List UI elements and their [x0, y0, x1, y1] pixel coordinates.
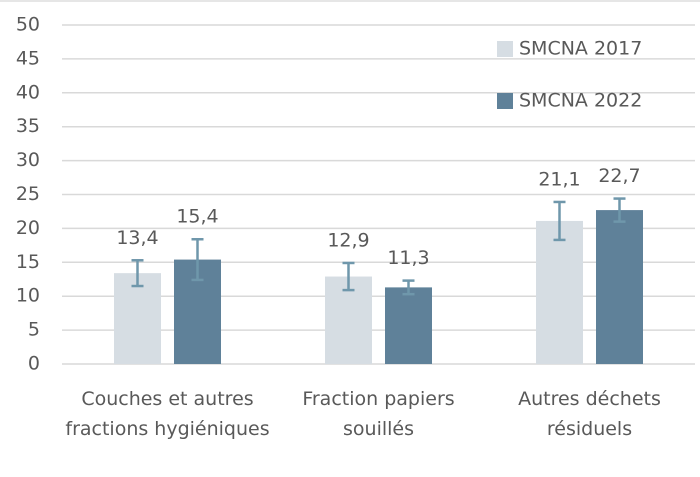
x-tick-label: Autres déchets résiduels	[518, 388, 661, 440]
bar	[114, 273, 161, 364]
error-bar	[342, 261, 355, 292]
y-tick-label: 0	[28, 353, 40, 375]
legend-label: SMCNA 2022	[519, 90, 642, 112]
bar	[596, 210, 643, 364]
y-tick-label: 5	[28, 319, 40, 341]
y-tick-label: 45	[16, 47, 40, 69]
legend-label: SMCNA 2017	[519, 38, 642, 60]
data-label: 13,4	[116, 227, 158, 249]
y-tick-label: 50	[16, 14, 40, 36]
y-tick-label: 30	[16, 149, 40, 171]
y-tick-label: 40	[16, 81, 40, 103]
y-tick-label: 25	[16, 183, 40, 205]
data-label: 15,4	[176, 206, 218, 228]
y-tick-label: 10	[16, 285, 40, 307]
legend-swatch	[497, 93, 513, 109]
bar	[536, 220, 583, 364]
error-bar	[402, 279, 415, 296]
data-label: 11,3	[387, 247, 429, 269]
data-label: 22,7	[598, 165, 640, 187]
error-bar	[613, 197, 626, 223]
data-label: 12,9	[327, 229, 369, 251]
bar	[385, 287, 432, 364]
y-tick-label: 20	[16, 217, 40, 239]
x-tick-label: Fraction papiers souillés	[302, 388, 455, 440]
y-tick-label: 35	[16, 115, 40, 137]
legend-swatch	[497, 41, 513, 57]
y-tick-label: 15	[16, 251, 40, 273]
error-bar	[191, 237, 204, 282]
data-label: 21,1	[538, 168, 580, 190]
error-bar	[131, 259, 144, 288]
error-bar	[553, 200, 566, 242]
x-tick-label: Couches et autres fractions hygiéniques	[65, 388, 270, 440]
